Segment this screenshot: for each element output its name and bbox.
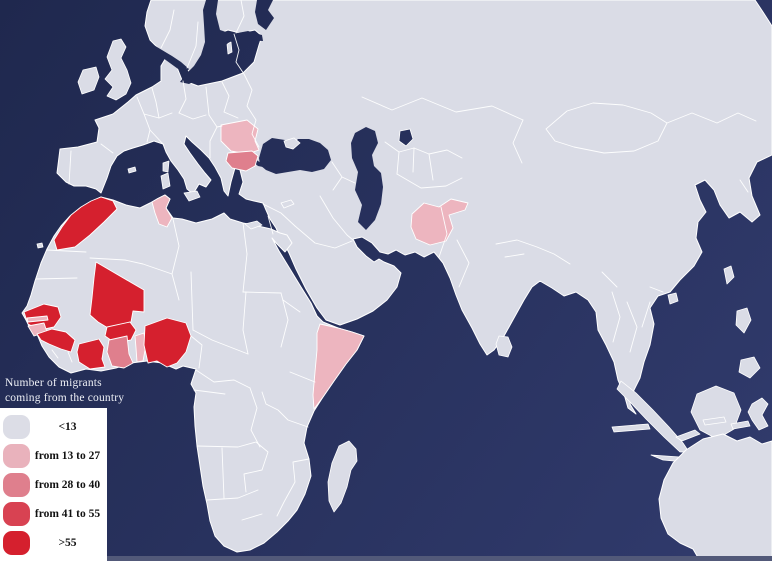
legend-row: from 13 to 27 — [3, 441, 105, 470]
island-hainan — [667, 292, 679, 305]
legend-title: Number of migrants coming from the count… — [5, 376, 124, 406]
island-timor — [675, 429, 701, 442]
island-sunda-3 — [730, 420, 751, 430]
legend-swatch-13-27 — [3, 443, 30, 468]
legend-row: <13 — [3, 412, 105, 441]
country-ivory-coast — [76, 338, 106, 370]
country-nigeria — [143, 317, 192, 368]
island-gotland — [226, 41, 233, 55]
country-guinea — [36, 328, 76, 353]
country-gambia — [26, 315, 49, 323]
landmasses — [21, 0, 772, 561]
island-sicily — [183, 190, 201, 202]
island-corsica — [162, 160, 170, 173]
island-luzon — [735, 307, 752, 334]
sea-skagerrak — [152, 44, 189, 74]
legend-label-gt55: >55 — [58, 536, 77, 549]
country-tunisia — [151, 194, 173, 228]
island-mindanao — [738, 356, 761, 379]
landmass-eurasia — [56, 0, 772, 415]
sea-baltic — [180, 0, 263, 84]
landmass-australia — [658, 433, 772, 561]
legend-panel: <13 from 13 to 27 from 28 to 40 from 41 … — [0, 408, 107, 561]
peninsula-crimea — [283, 137, 301, 150]
legend-swatch-lt13 — [3, 414, 30, 439]
island-sri-lanka — [495, 335, 513, 358]
island-taiwan — [723, 265, 735, 285]
island-madagascar — [327, 440, 358, 513]
legend-label-13-27: from 13 to 27 — [34, 449, 101, 462]
sea-white — [255, 0, 274, 30]
country-somalia — [312, 323, 365, 410]
island-sulawesi — [747, 397, 769, 431]
island-canary-1 — [36, 242, 44, 249]
legend-label-28-40: from 28 to 40 — [34, 478, 101, 491]
sea-aral — [398, 128, 414, 147]
island-cyprus — [280, 199, 295, 209]
country-afghanistan — [410, 198, 469, 246]
legend-label-41-55: from 41 to 55 — [34, 507, 101, 520]
country-benin — [134, 332, 147, 363]
island-ireland — [77, 66, 100, 95]
island-balearic — [127, 166, 137, 174]
highlighted-countries — [23, 119, 469, 410]
legend-title-line1: Number of migrants — [5, 377, 102, 389]
sea-black — [259, 138, 331, 174]
island-great-britain — [104, 38, 132, 101]
legend-swatch-28-40 — [3, 472, 30, 497]
island-sunda-2 — [702, 416, 727, 426]
island-sunda-1 — [611, 423, 651, 433]
legend-row: from 28 to 40 — [3, 470, 105, 499]
legend-row: from 41 to 55 — [3, 499, 105, 528]
country-borders — [35, 0, 757, 521]
sea-caspian — [351, 127, 383, 230]
country-bulgaria — [225, 150, 259, 172]
legend-row: >55 — [3, 528, 105, 557]
legend-swatch-41-55 — [3, 501, 30, 526]
legend-swatch-gt55 — [3, 530, 30, 555]
island-crete — [244, 220, 263, 230]
island-sardinia — [160, 172, 171, 190]
map-bottom-edge — [107, 556, 772, 561]
country-morocco — [53, 196, 118, 251]
legend-label-lt13: <13 — [58, 420, 77, 433]
country-burkina-faso — [104, 321, 137, 344]
country-romania — [220, 119, 260, 155]
legend-title-line2: coming from the country — [5, 392, 125, 404]
country-ghana — [106, 335, 134, 369]
